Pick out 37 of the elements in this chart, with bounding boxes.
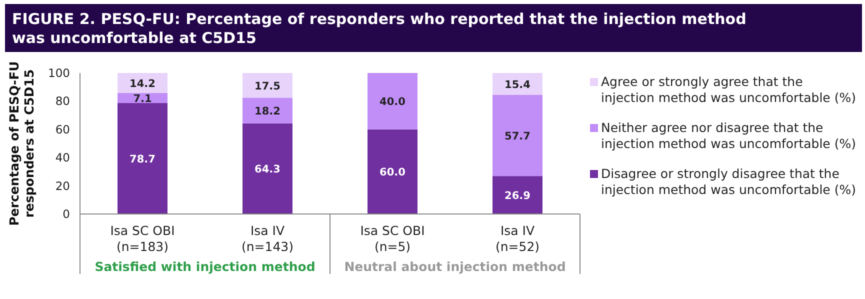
text: 14.2: [130, 78, 156, 90]
text: Satisfied with injection method: [94, 259, 316, 274]
text: 15.4: [504, 78, 530, 91]
legend-label: Agree or strongly agree that the injection method was uncomfortable (%): [601, 74, 856, 105]
text: 60.0: [380, 166, 406, 179]
y-tick-label: 20: [55, 178, 70, 193]
text: 17.5: [254, 80, 280, 92]
x-tick-label: Isa SC OBI (n=5): [360, 223, 425, 254]
bar: [368, 129, 418, 214]
y-tick-label: 40: [55, 150, 70, 165]
x-tick-label: Isa IV (n=52): [495, 223, 540, 254]
x-tick-label: Isa SC OBI (n=183): [110, 223, 175, 254]
text: 7.1: [133, 93, 152, 106]
y-axis-title: Percentage of PESQ-FU responders at C5D15: [6, 61, 36, 226]
text: 18.2: [254, 106, 280, 118]
text: 26.9: [504, 190, 530, 202]
bar: [242, 98, 292, 124]
y-tick-label: 0: [62, 207, 70, 221]
y-tick-label: 80: [55, 94, 70, 108]
text: 40.0: [380, 96, 406, 108]
bar: [242, 123, 292, 214]
legend-label: Disagree or strongly disagree that the injection method was uncomfortable (%): [601, 166, 856, 197]
bar: [368, 73, 418, 130]
bar: [118, 73, 168, 94]
y-tick-label: 60: [55, 122, 70, 136]
bar: [242, 73, 292, 98]
text: 64.3: [254, 164, 280, 176]
x-tick-label: Isa IV (n=143): [241, 223, 294, 254]
bar: [118, 103, 168, 214]
chart-title: FIGURE 2. PESQ-FU: Percentage of responders who reported that the injection method was uncomfortable at C5D15: [12, 10, 746, 47]
text: 57.7: [504, 130, 530, 142]
text: 78.7: [130, 154, 156, 166]
bar: [492, 176, 542, 214]
text: Neutral about injection method: [344, 259, 566, 274]
bar: [492, 94, 542, 176]
legend-label: Neither agree nor disagree that the injection method was uncomfortable (%): [601, 120, 856, 151]
y-tick-label: 100: [48, 66, 70, 80]
